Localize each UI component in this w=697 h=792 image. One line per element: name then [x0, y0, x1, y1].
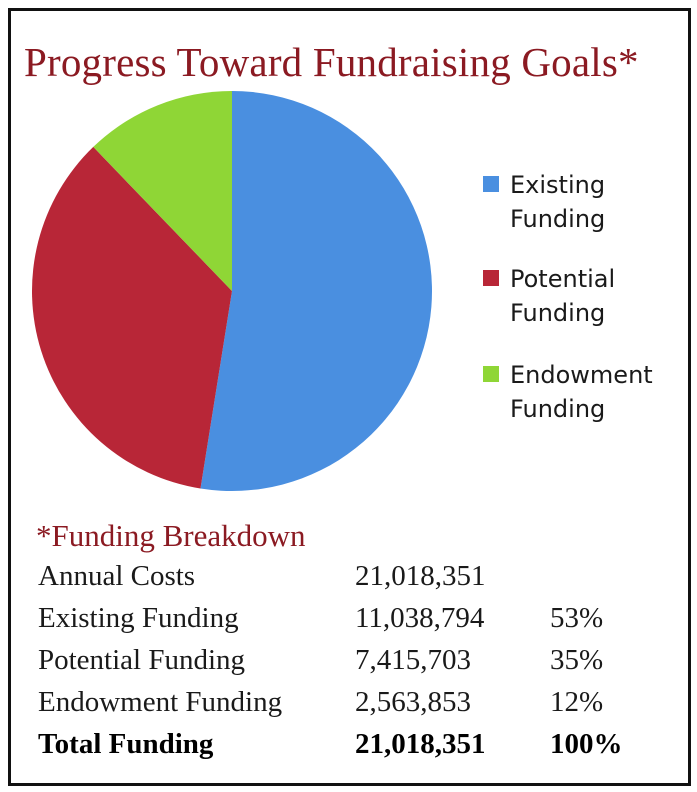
pie-slice-existing: [200, 91, 432, 491]
row-amount: 7,415,703: [355, 644, 471, 676]
legend-label-existing: Existing Funding: [510, 168, 605, 236]
legend-label-potential-line1: Potential: [510, 265, 616, 293]
breakdown-row-total: Total Funding 21,018,351 100%: [0, 728, 680, 768]
legend-label-endowment-line2: Funding: [510, 395, 606, 423]
row-amount: 2,563,853: [355, 686, 471, 718]
breakdown-row-existing: Existing Funding 11,038,794 53%: [0, 602, 680, 642]
row-percent: 35%: [550, 644, 604, 676]
row-label: Existing Funding: [38, 602, 239, 634]
breakdown-row-endowment: Endowment Funding 2,563,853 12%: [0, 686, 680, 726]
legend-label-existing-line1: Existing: [510, 171, 606, 199]
legend-swatch-existing: [483, 176, 499, 192]
breakdown-title: *Funding Breakdown: [36, 518, 306, 553]
row-label: Annual Costs: [38, 560, 196, 592]
total-percent: 100%: [550, 728, 623, 760]
legend-label-existing-line2: Funding: [510, 205, 606, 233]
row-percent: 53%: [550, 602, 604, 634]
row-amount: 21,018,351: [355, 560, 486, 592]
legend-label-endowment: Endowment Funding: [510, 358, 653, 426]
pie-slice-endowment: [93, 91, 232, 291]
row-percent: 12%: [550, 686, 604, 718]
total-label: Total Funding: [38, 728, 214, 760]
breakdown-row-annual-costs: Annual Costs 21,018,351: [0, 560, 680, 600]
legend-label-endowment-line1: Endowment: [510, 361, 653, 389]
breakdown-row-potential: Potential Funding 7,415,703 35%: [0, 644, 680, 684]
row-amount: 11,038,794: [355, 602, 485, 634]
chart-title: Progress Toward Fundraising Goals*: [24, 39, 639, 85]
total-amount: 21,018,351: [355, 728, 486, 760]
row-label: Potential Funding: [38, 644, 246, 676]
legend-label-potential-line2: Funding: [510, 299, 606, 327]
legend-swatch-endowment: [483, 366, 499, 382]
legend-label-potential: Potential Funding: [510, 262, 615, 330]
legend-swatch-potential: [483, 270, 499, 286]
row-label: Endowment Funding: [38, 686, 283, 718]
pie-slice-potential: [32, 146, 232, 489]
